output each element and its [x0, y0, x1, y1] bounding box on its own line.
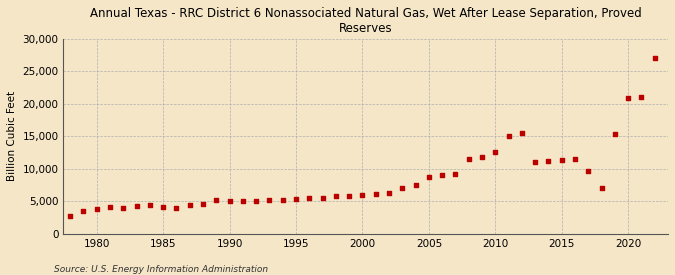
Point [331, 194, 342, 199]
Point [211, 198, 221, 203]
Point [78, 208, 89, 213]
Point [530, 160, 541, 165]
Point [397, 186, 408, 191]
Point [291, 196, 302, 201]
Point [357, 193, 368, 197]
Point [171, 206, 182, 210]
Point [344, 193, 354, 198]
Point [596, 186, 607, 190]
Point [437, 173, 448, 177]
Point [91, 207, 102, 211]
Point [158, 204, 169, 209]
Point [277, 198, 288, 203]
Point [516, 131, 527, 135]
Point [371, 192, 381, 196]
Point [144, 203, 155, 207]
Point [570, 157, 580, 162]
Point [264, 198, 275, 202]
Point [105, 205, 115, 210]
Title: Annual Texas - RRC District 6 Nonassociated Natural Gas, Wet After Lease Separat: Annual Texas - RRC District 6 Nonassocia… [90, 7, 642, 35]
Point [65, 214, 76, 219]
Point [198, 202, 209, 207]
Text: Source: U.S. Energy Information Administration: Source: U.S. Energy Information Administ… [54, 265, 268, 274]
Point [503, 134, 514, 138]
Point [224, 199, 235, 203]
Point [649, 56, 660, 60]
Point [118, 206, 129, 210]
Point [477, 154, 487, 159]
Point [583, 169, 594, 174]
Point [610, 132, 620, 136]
Point [450, 172, 461, 177]
Point [304, 195, 315, 200]
Point [636, 95, 647, 99]
Point [238, 199, 248, 204]
Point [490, 150, 501, 154]
Point [463, 157, 474, 161]
Point [410, 182, 421, 187]
Point [556, 158, 567, 162]
Point [184, 203, 195, 208]
Point [543, 159, 554, 163]
Y-axis label: Billion Cubic Feet: Billion Cubic Feet [7, 91, 17, 182]
Point [423, 175, 434, 179]
Point [623, 96, 634, 100]
Point [250, 199, 261, 203]
Point [383, 191, 394, 195]
Point [131, 204, 142, 208]
Point [317, 195, 328, 200]
